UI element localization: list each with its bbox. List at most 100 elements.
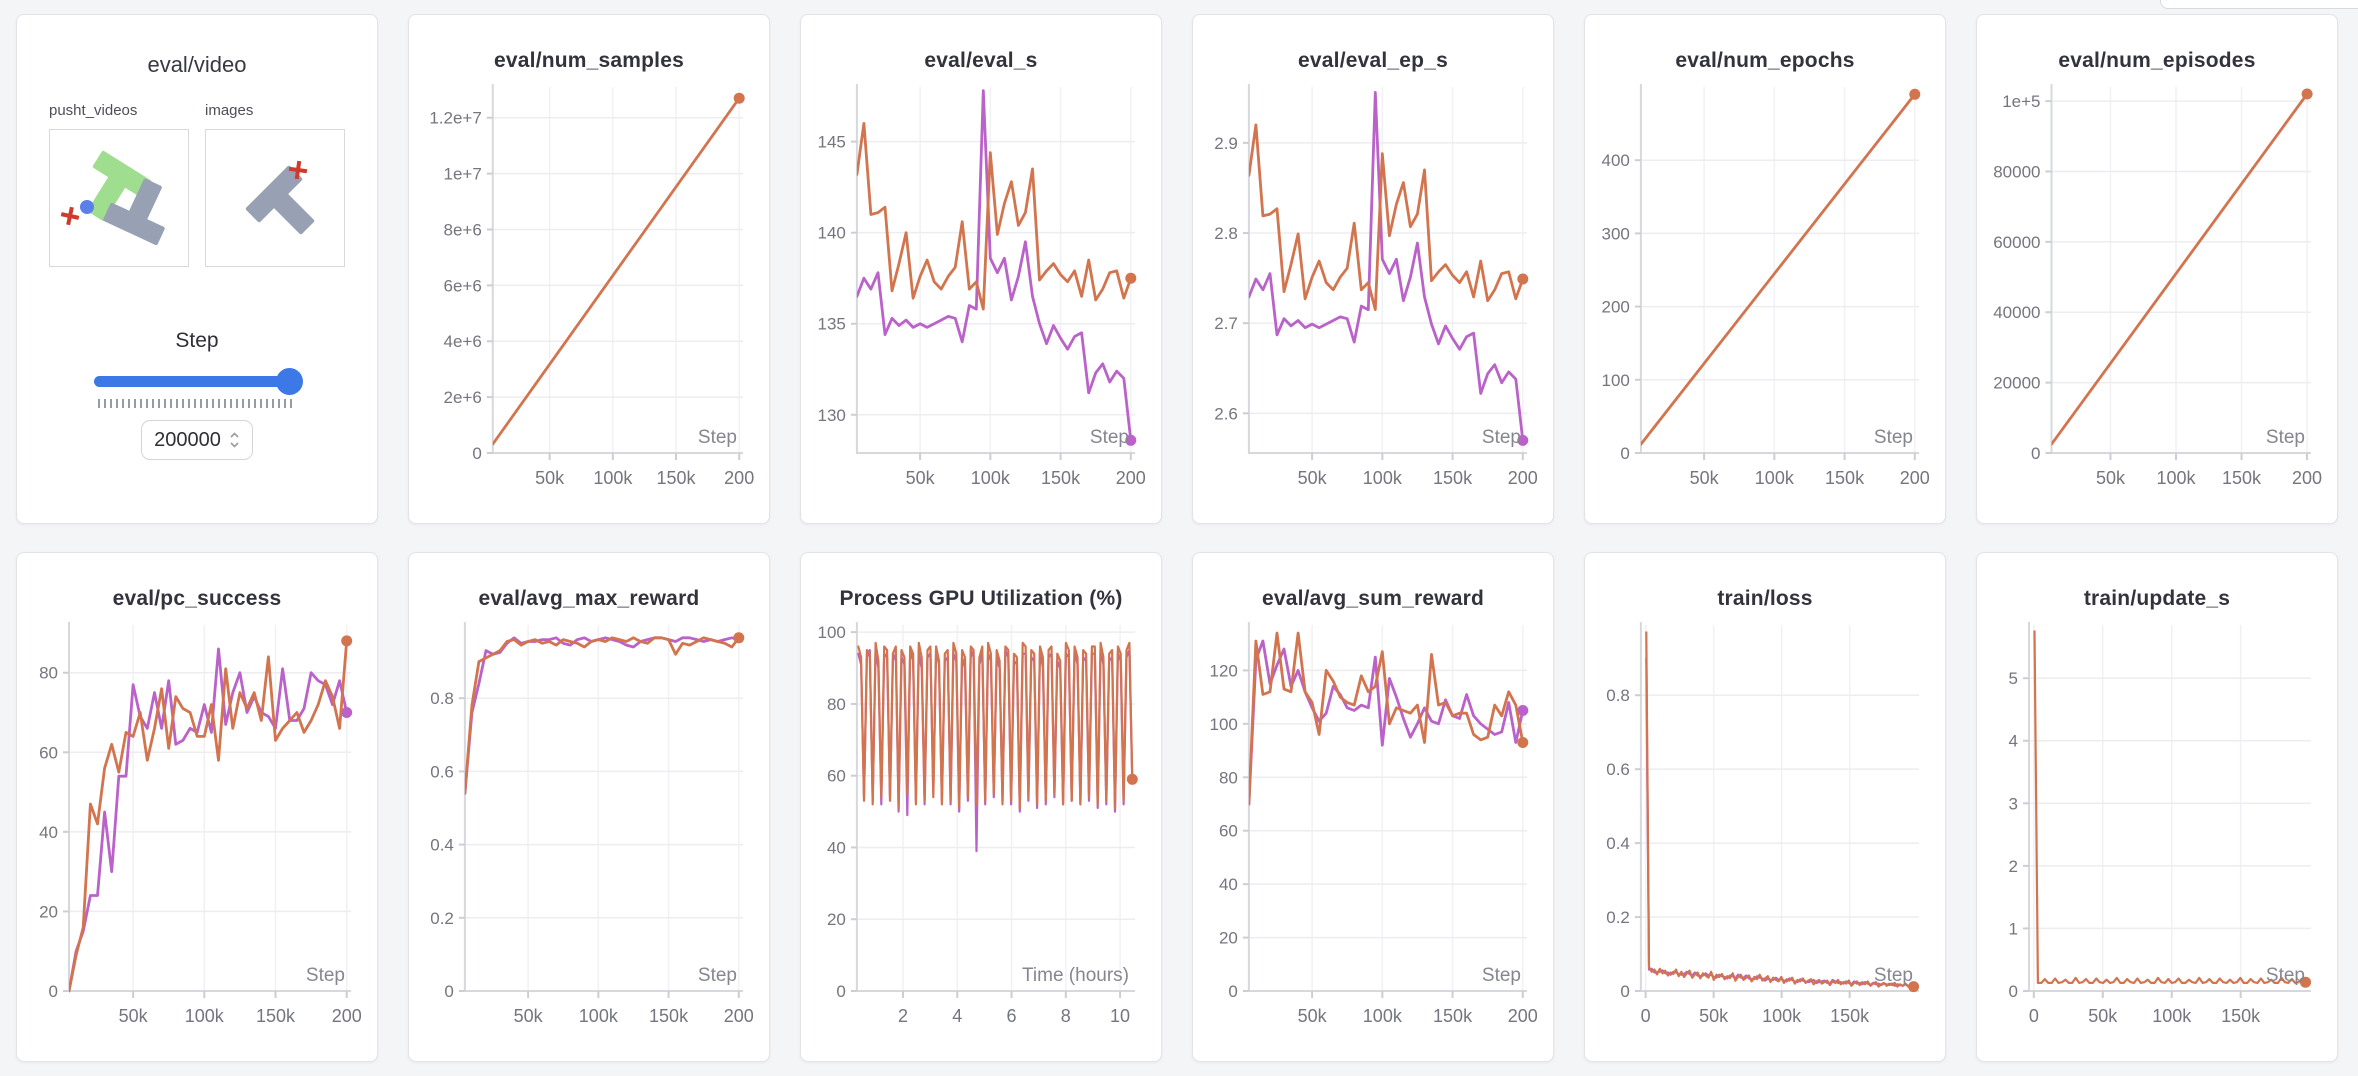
svg-text:0: 0: [444, 982, 453, 1001]
eval-pc-success-chart[interactable]: 0 20 40 60 80 50k 100k 150k 200 Step: [29, 617, 365, 1037]
panel-eval-eval-s: eval/eval_s 130 135 140 145 50k 100k 150k 200 St…: [800, 14, 1162, 524]
svg-text:100: 100: [1210, 715, 1238, 734]
svg-text:50k: 50k: [1298, 468, 1328, 488]
svg-text:80: 80: [39, 664, 58, 683]
svg-text:2: 2: [2009, 857, 2018, 876]
svg-text:0.8: 0.8: [430, 689, 454, 708]
svg-text:50k: 50k: [535, 468, 565, 488]
svg-text:0: 0: [49, 982, 58, 1001]
slider-track[interactable]: [94, 376, 300, 387]
svg-text:10: 10: [1110, 1006, 1130, 1026]
t-object-green-icon: [87, 150, 152, 221]
media-key-images: images: [205, 102, 254, 119]
svg-text:Step: Step: [2266, 427, 2305, 448]
svg-text:6: 6: [1007, 1006, 1017, 1026]
svg-text:Step: Step: [1482, 965, 1521, 986]
svg-text:100k: 100k: [185, 1006, 225, 1026]
svg-text:100k: 100k: [579, 1006, 619, 1026]
process-gpu-utilization-chart[interactable]: 0 20 40 60 80 100 2 4 6 8 10 Time (hours): [813, 617, 1149, 1037]
svg-text:150k: 150k: [1830, 1006, 1870, 1026]
svg-text:150k: 150k: [1433, 468, 1473, 488]
svg-text:50k: 50k: [119, 1006, 149, 1026]
step-spinner[interactable]: [229, 429, 240, 451]
svg-text:0: 0: [1620, 982, 1629, 1001]
slider-thumb[interactable]: [276, 368, 303, 395]
svg-text:50k: 50k: [2096, 468, 2126, 488]
svg-text:0: 0: [2009, 982, 2018, 1001]
chart-title: eval/avg_sum_reward: [1261, 587, 1485, 610]
svg-text:100k: 100k: [2152, 1006, 2192, 1026]
svg-text:100k: 100k: [2156, 468, 2196, 488]
svg-text:150k: 150k: [2222, 468, 2262, 488]
eval-num-epochs-chart[interactable]: 0 100 200 300 400 50k 100k 150k 200 Step: [1597, 79, 1933, 499]
panel-gpu-utilization: Process GPU Utilization (%) 0 20 40 60 80 100…: [800, 552, 1162, 1062]
svg-text:1: 1: [2009, 919, 2018, 938]
step-slider-label: Step: [175, 329, 219, 352]
svg-text:80: 80: [827, 695, 846, 714]
slider-tick-ruler: [98, 399, 296, 408]
svg-text:50k: 50k: [906, 468, 936, 488]
svg-text:100: 100: [818, 623, 846, 642]
pusht-video-thumbnail[interactable]: [49, 129, 189, 267]
svg-text:4e+6: 4e+6: [444, 332, 482, 351]
svg-text:150k: 150k: [1041, 468, 1081, 488]
step-up-icon: [230, 432, 239, 438]
step-slider[interactable]: [94, 368, 303, 395]
eval-eval-s-chart[interactable]: 130 135 140 145 50k 100k 150k 200 Step: [813, 79, 1149, 499]
clipped-panel-remnant: [2160, 0, 2358, 9]
chart-title: eval/eval_ep_s: [1298, 49, 1448, 72]
eval-avg-sum-reward-chart[interactable]: 0 20 40 60 80 100 120 50k 100k 150k 200 Step: [1205, 617, 1541, 1037]
svg-text:140: 140: [818, 224, 846, 243]
chart-title: eval/num_samples: [494, 49, 684, 72]
images-scene-icon: [245, 160, 315, 235]
target-cross-icon: [60, 206, 80, 226]
step-value: 200000: [154, 428, 221, 451]
svg-text:0.6: 0.6: [430, 762, 454, 781]
svg-text:60: 60: [1219, 822, 1238, 841]
svg-text:100k: 100k: [1755, 468, 1795, 488]
svg-text:150k: 150k: [657, 468, 697, 488]
svg-text:100k: 100k: [1762, 1006, 1802, 1026]
svg-text:Step: Step: [698, 427, 737, 448]
chart-title: train/loss: [1717, 587, 1813, 610]
svg-text:4: 4: [952, 1006, 962, 1026]
svg-text:1.2e+7: 1.2e+7: [429, 109, 481, 128]
svg-text:1e+5: 1e+5: [2002, 92, 2040, 111]
chart-title: eval/pc_success: [112, 587, 282, 610]
svg-text:0: 0: [472, 444, 481, 463]
panel-train-loss: train/loss 0 0.2 0.4 0.6 0.8 0 50k 100k 150k Step: [1584, 552, 1946, 1062]
svg-text:200: 200: [1116, 468, 1146, 488]
media-thumbnails: [49, 129, 377, 267]
svg-text:200: 200: [332, 1006, 362, 1026]
svg-text:200: 200: [1508, 1006, 1538, 1026]
eval-eval-ep-s-chart[interactable]: 2.6 2.7 2.8 2.9 50k 100k 150k 200 Step: [1205, 79, 1541, 499]
svg-text:0.2: 0.2: [430, 909, 454, 928]
svg-text:145: 145: [818, 133, 846, 152]
svg-text:40: 40: [39, 823, 58, 842]
eval-num-episodes-chart[interactable]: 0 20000 40000 60000 80000 1e+5 50k 100k 150k 200 S…: [1989, 79, 2325, 499]
media-key-pusht-videos: pusht_videos: [49, 102, 138, 119]
images-thumbnail[interactable]: [205, 129, 345, 267]
pusht-scene-icon: [60, 150, 165, 246]
svg-text:80: 80: [1219, 768, 1238, 787]
svg-text:50k: 50k: [514, 1006, 544, 1026]
svg-text:2e+6: 2e+6: [444, 388, 482, 407]
svg-text:0.2: 0.2: [1606, 908, 1630, 927]
eval-avg-max-reward-chart[interactable]: 0 0.2 0.4 0.6 0.8 50k 100k 150k 200 Step: [421, 617, 757, 1037]
svg-text:150k: 150k: [1433, 1006, 1473, 1026]
step-input[interactable]: 200000: [141, 420, 253, 460]
panel-eval-num-episodes: eval/num_episodes 0 20000 40000 60000 80000 1…: [1976, 14, 2338, 524]
svg-text:200: 200: [724, 1006, 754, 1026]
svg-text:80000: 80000: [1993, 162, 2040, 181]
t-object-gray-icon: [245, 165, 315, 235]
svg-text:60: 60: [827, 767, 846, 786]
panel-eval-avg-sum-reward: eval/avg_sum_reward 0 20 40 60 80 100 120 50k 10…: [1192, 552, 1554, 1062]
panel-eval-num-epochs: eval/num_epochs 0 100 200 300 400 50k 100k 150k…: [1584, 14, 1946, 524]
svg-text:150k: 150k: [2221, 1006, 2261, 1026]
panel-eval-pc-success: eval/pc_success 0 20 40 60 80 50k 100k 150k 200 S…: [16, 552, 378, 1062]
svg-text:50k: 50k: [1298, 1006, 1328, 1026]
svg-text:Step: Step: [2266, 965, 2305, 986]
eval-num-samples-chart[interactable]: 0 2e+6 4e+6 6e+6 8e+6 1e+7 1.2e+7 50k 100k 150k 20…: [421, 79, 757, 499]
